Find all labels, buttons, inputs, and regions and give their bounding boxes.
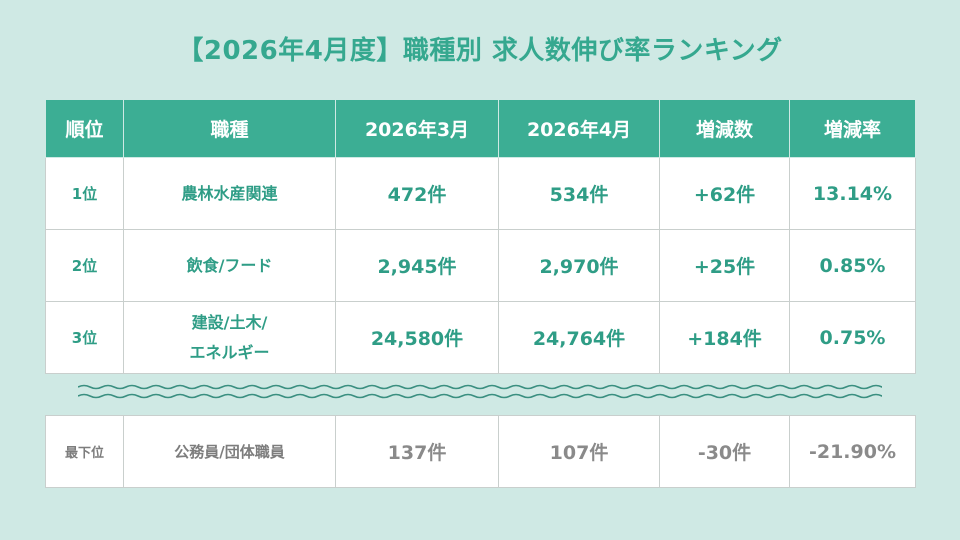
march-cell: 472件: [335, 157, 499, 230]
header-change: 増減数: [659, 99, 790, 158]
job-label-line2: エネルギー: [189, 342, 270, 362]
job-cell: 建設/土木/ エネルギー: [123, 301, 336, 374]
change-cell: +25件: [659, 229, 790, 302]
april-cell: 2,970件: [498, 229, 660, 302]
job-label: 飲食/フード: [186, 255, 273, 275]
change-cell: +184件: [659, 301, 790, 374]
march-cell: 24,580件: [335, 301, 499, 374]
job-cell: 農林水産関連: [123, 157, 336, 230]
job-label: 建設/土木/: [191, 312, 268, 332]
ranking-table: 順位 職種 2026年3月 2026年4月 増減数 増減率 1位 農林水産関連 …: [45, 99, 916, 374]
april-cell: 534件: [498, 157, 660, 230]
table-row: 2位 飲食/フード 2,945件 2,970件 +25件 0.85%: [45, 229, 916, 302]
lowest-change-cell: -30件: [659, 415, 790, 488]
table-row: 3位 建設/土木/ エネルギー 24,580件 24,764件 +184件 0.…: [45, 301, 916, 374]
table-header-row: 順位 職種 2026年3月 2026年4月 増減数 増減率: [45, 99, 916, 158]
header-rank: 順位: [45, 99, 124, 158]
march-cell: 2,945件: [335, 229, 499, 302]
lowest-rank-cell: 最下位: [45, 415, 124, 488]
wave-divider: [78, 384, 882, 399]
april-cell: 24,764件: [498, 301, 660, 374]
rank-cell: 2位: [45, 229, 124, 302]
job-cell: 飲食/フード: [123, 229, 336, 302]
lowest-march-cell: 137件: [335, 415, 499, 488]
rate-cell: 13.14%: [789, 157, 916, 230]
header-april: 2026年4月: [498, 99, 660, 158]
lowest-rate-cell: -21.90%: [789, 415, 916, 488]
header-march: 2026年3月: [335, 99, 499, 158]
lowest-april-cell: 107件: [498, 415, 660, 488]
header-rate: 増減率: [789, 99, 916, 158]
lowest-row: 最下位 公務員/団体職員 137件 107件 -30件 -21.90%: [45, 415, 916, 488]
change-cell: +62件: [659, 157, 790, 230]
header-job: 職種: [123, 99, 336, 158]
rate-cell: 0.75%: [789, 301, 916, 374]
rate-cell: 0.85%: [789, 229, 916, 302]
job-label: 農林水産関連: [181, 183, 278, 203]
page-title: 【2026年4月度】職種別 求人数伸び率ランキング: [177, 36, 783, 66]
lowest-table: 最下位 公務員/団体職員 137件 107件 -30件 -21.90%: [45, 415, 916, 488]
rank-cell: 3位: [45, 301, 124, 374]
lowest-job-cell: 公務員/団体職員: [123, 415, 336, 488]
rank-cell: 1位: [45, 157, 124, 230]
table-row: 1位 農林水産関連 472件 534件 +62件 13.14%: [45, 157, 916, 230]
